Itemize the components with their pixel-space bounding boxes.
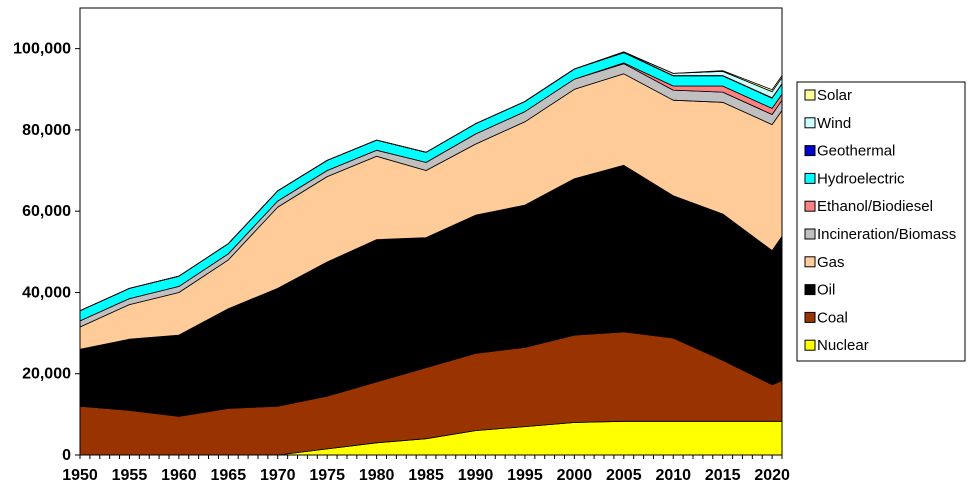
legend-label-wind: Wind: [817, 115, 851, 132]
legend-swatch-coal: [804, 311, 816, 323]
x-tick-label: 1990: [458, 467, 494, 484]
legend-swatch-solar: [804, 89, 816, 101]
y-tick-label: 60,000: [22, 203, 71, 220]
x-tick-label: 2020: [754, 467, 790, 484]
x-tick-label: 1975: [309, 467, 345, 484]
y-tick-label: 80,000: [22, 122, 71, 139]
x-tick-label: 1960: [161, 467, 197, 484]
legend-label-oil: Oil: [817, 282, 835, 299]
legend-swatch-ethanol-biodiesel: [804, 200, 816, 212]
legend: Solar Wind Geothermal Hydroelectric Ethanol/…: [796, 81, 966, 362]
legend-label-coal: Coal: [817, 309, 848, 326]
x-axis: 1950 1955 1960 1965 1970 1975 1980 1985 1990 1995…: [62, 455, 790, 484]
legend-label-ethanol-biodiesel: Ethanol/Biodiesel: [817, 198, 933, 215]
legend-label-geothermal: Geothermal: [817, 143, 895, 160]
x-tick-label: 2000: [557, 467, 593, 484]
y-tick-label: 100,000: [13, 41, 71, 58]
legend-label-solar: Solar: [817, 87, 852, 104]
y-axis: 0 20,000 40,000 60,000 80,000 100,000: [13, 41, 80, 464]
x-tick-label: 2015: [705, 467, 741, 484]
legend-swatch-nuclear: [804, 339, 816, 351]
legend-swatch-gas: [804, 256, 816, 268]
x-tick-label: 1955: [112, 467, 148, 484]
legend-label-gas: Gas: [817, 254, 845, 271]
x-tick-label: 2010: [655, 467, 691, 484]
area-series-group: [79, 51, 783, 456]
x-tick-label: 1970: [260, 467, 296, 484]
legend-swatch-geothermal: [804, 145, 816, 157]
legend-swatch-hydroelectric: [804, 172, 816, 184]
x-tick-label: 1995: [507, 467, 543, 484]
x-tick-label: 1980: [359, 467, 395, 484]
x-tick-label: 1965: [211, 467, 247, 484]
legend-swatch-wind: [804, 117, 816, 129]
y-tick-label: 40,000: [22, 284, 71, 301]
plot-frame: [79, 7, 783, 456]
y-tick-label: 20,000: [22, 366, 71, 383]
legend-swatch-oil: [804, 284, 816, 296]
y-tick-label: 0: [62, 447, 71, 464]
x-tick-label: 1985: [408, 467, 444, 484]
x-tick-label: 1950: [62, 467, 98, 484]
legend-swatch-incineration-biomass: [804, 228, 816, 240]
legend-label-incineration-biomass: Incineration/Biomass: [817, 226, 956, 243]
x-tick-label: 2005: [606, 467, 642, 484]
legend-box: [796, 81, 966, 362]
legend-label-hydroelectric: Hydroelectric: [817, 170, 905, 187]
legend-label-nuclear: Nuclear: [817, 337, 869, 354]
